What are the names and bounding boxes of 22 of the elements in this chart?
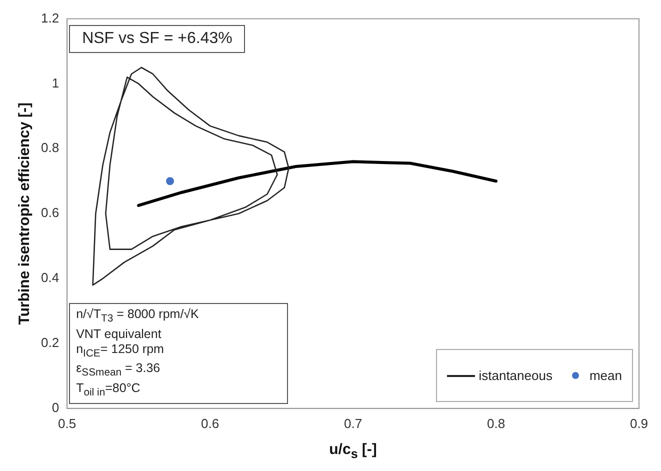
annotation: VNT equivalent (76, 326, 162, 342)
annotation: n/√T$_{T3}$ = 8000 rpm/√K (76, 307, 200, 327)
legend-label: mean (589, 368, 622, 384)
legend-label: istantaneous (478, 368, 552, 384)
x-axis-title: u/c$_{s}$ [-] (328, 441, 378, 461)
x-tick-label: 0.7 (344, 416, 362, 431)
y-axis-title: Turbine isentropic efficiency [-] (16, 102, 34, 325)
y-tick-label: 0.8 (40, 140, 60, 156)
y-tick-label: 1.2 (40, 10, 60, 26)
y-tick-label: 1 (52, 75, 60, 90)
x-tick-label: 0.8 (486, 416, 506, 431)
x-tick-label: 0.9 (630, 416, 648, 431)
annotation: T$_{oil in}$=80°C (76, 380, 142, 400)
annotation: ε$_{SSmean}$ = 3.36 (76, 361, 162, 381)
annotation: n$_{ICE}$= 1250 rpm (76, 342, 165, 362)
y-tick-label: 0.6 (40, 205, 60, 220)
x-tick-label: 0.5 (58, 416, 76, 431)
y-tick-label: 0 (52, 400, 60, 415)
y-tick-label: 0.2 (40, 335, 60, 350)
x-tick-label: 0.6 (201, 416, 220, 431)
y-tick-label: 0.4 (40, 270, 60, 286)
text-box: NSF vs SF = +6.43% (69, 24, 246, 53)
